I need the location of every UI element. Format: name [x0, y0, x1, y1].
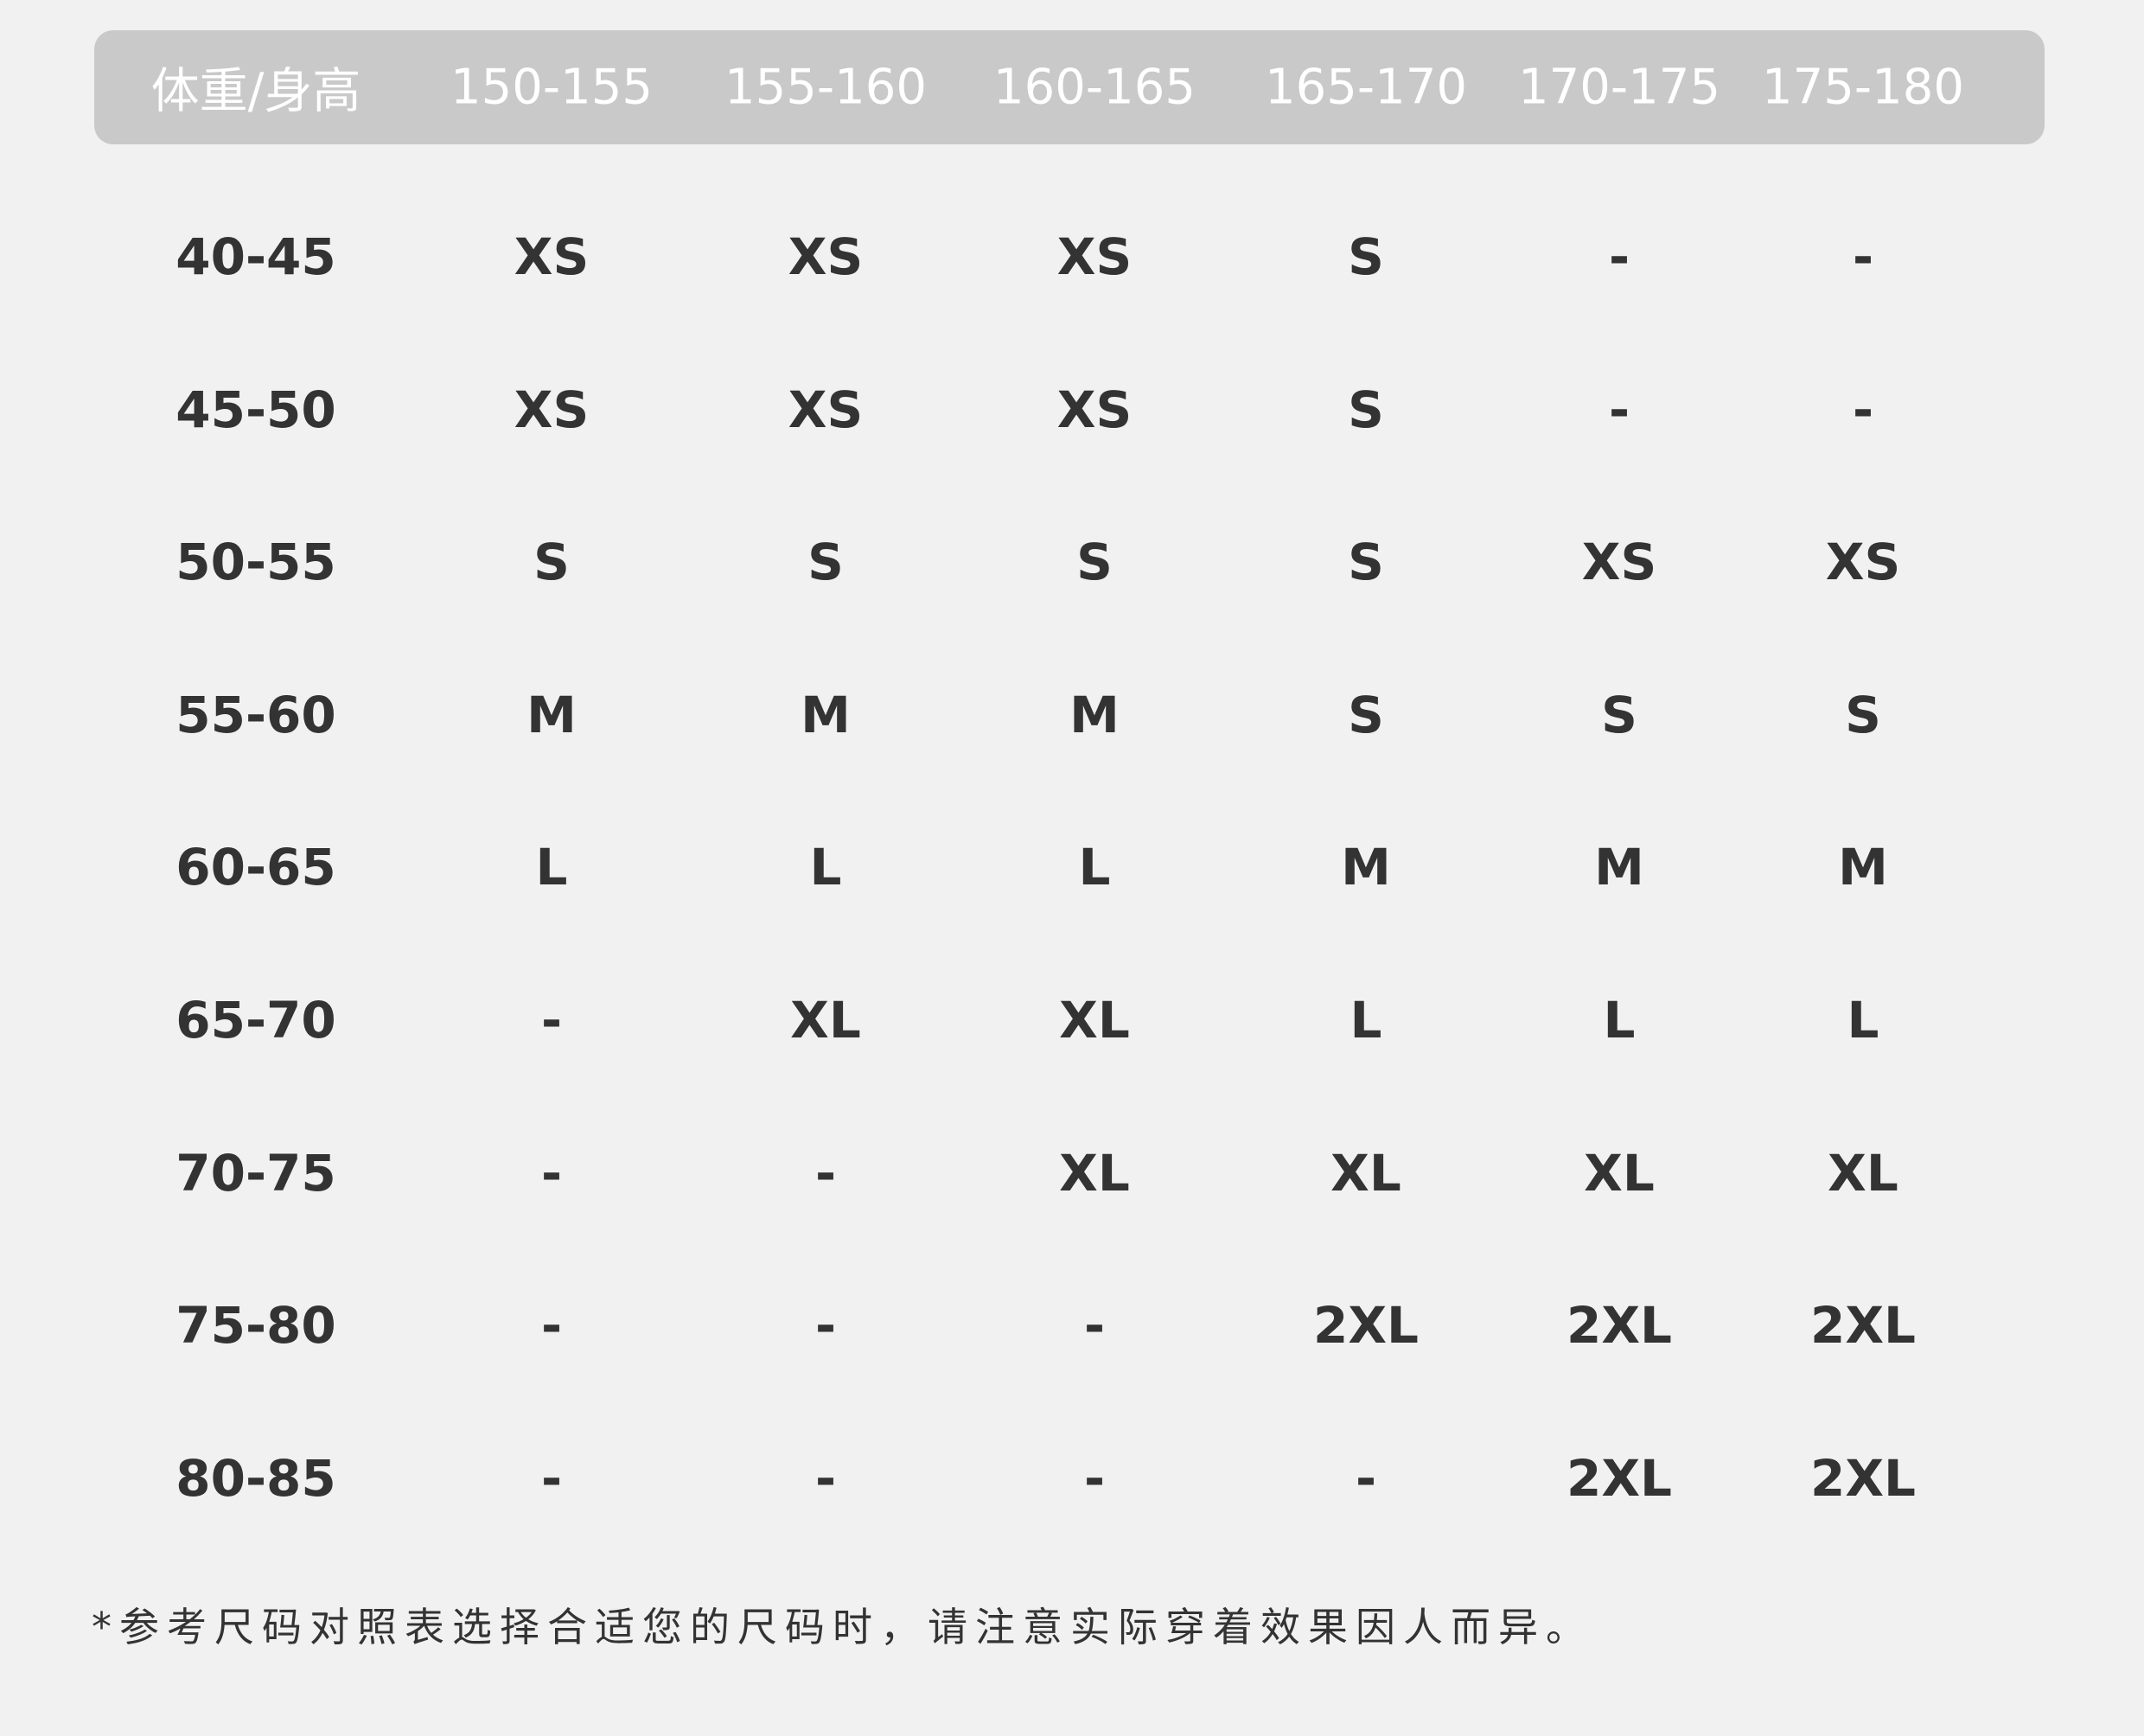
- header-height-175-180: 175-180: [1762, 59, 1964, 116]
- size-cell: -: [1608, 380, 1630, 439]
- size-cell: S: [1348, 533, 1384, 592]
- size-cell: XS: [1056, 380, 1133, 439]
- size-cell: L: [1603, 991, 1636, 1050]
- header-height-160-165: 160-165: [993, 59, 1196, 116]
- footnote: *参考尺码对照表选择合适您的尺码时，请注意实际穿着效果因人而异。: [92, 1604, 1593, 1650]
- size-cell: L: [1847, 991, 1879, 1050]
- size-cell: 2XL: [1566, 1448, 1673, 1508]
- size-cell: M: [1341, 838, 1391, 897]
- size-cell: XS: [514, 380, 590, 439]
- size-cell: S: [807, 533, 844, 592]
- row-weight-label: 55-60: [175, 685, 336, 744]
- size-cell: S: [1845, 685, 1881, 744]
- header-height-170-175: 170-175: [1518, 59, 1720, 116]
- header-corner-label: 体重/身高: [150, 63, 361, 120]
- row-weight-label: 45-50: [175, 380, 336, 439]
- size-cell: -: [540, 1448, 563, 1508]
- size-cell: -: [1083, 1296, 1106, 1356]
- size-cell: XL: [1584, 1143, 1655, 1203]
- row-weight-label: 80-85: [175, 1448, 336, 1508]
- size-cell: XL: [1330, 1143, 1401, 1203]
- size-cell: -: [814, 1143, 837, 1203]
- size-cell: S: [1601, 685, 1637, 744]
- size-cell: -: [1083, 1448, 1106, 1508]
- size-cell: 2XL: [1809, 1448, 1917, 1508]
- row-weight-label: 40-45: [175, 227, 336, 286]
- size-cell: 2XL: [1809, 1296, 1917, 1356]
- row-weight-label: 60-65: [175, 838, 336, 897]
- size-cell: S: [533, 533, 570, 592]
- size-cell: M: [526, 685, 577, 744]
- size-cell: 2XL: [1566, 1296, 1673, 1356]
- size-cell: S: [1348, 685, 1384, 744]
- size-cell: XS: [788, 380, 864, 439]
- size-cell: M: [1069, 685, 1120, 744]
- size-cell: -: [1852, 227, 1874, 286]
- size-cell: M: [1838, 838, 1888, 897]
- size-cell: L: [1078, 838, 1111, 897]
- size-cell: -: [1608, 227, 1630, 286]
- size-cell: XL: [790, 991, 861, 1050]
- size-cell: M: [801, 685, 851, 744]
- row-weight-label: 65-70: [175, 991, 336, 1050]
- size-cell: XL: [1059, 1143, 1130, 1203]
- row-weight-label: 70-75: [175, 1143, 336, 1203]
- size-cell: -: [1355, 1448, 1377, 1508]
- size-cell: S: [1076, 533, 1113, 592]
- size-cell: L: [535, 838, 568, 897]
- size-cell: M: [1594, 838, 1644, 897]
- header-height-150-155: 150-155: [450, 59, 653, 116]
- size-cell: XS: [514, 227, 590, 286]
- size-cell: L: [809, 838, 842, 897]
- header-height-155-160: 155-160: [724, 59, 927, 116]
- size-cell: -: [814, 1448, 837, 1508]
- size-cell: -: [540, 991, 563, 1050]
- size-cell: XL: [1059, 991, 1130, 1050]
- size-cell: L: [1350, 991, 1382, 1050]
- size-cell: -: [814, 1296, 837, 1356]
- size-cell: S: [1348, 380, 1384, 439]
- header-height-165-170: 165-170: [1265, 59, 1467, 116]
- size-cell: S: [1348, 227, 1384, 286]
- size-cell: -: [1852, 380, 1874, 439]
- size-cell: XS: [788, 227, 864, 286]
- table-header: [94, 30, 2045, 144]
- row-weight-label: 50-55: [175, 533, 336, 592]
- size-cell: 2XL: [1312, 1296, 1420, 1356]
- size-cell: XS: [1056, 227, 1133, 286]
- row-weight-label: 75-80: [175, 1296, 336, 1356]
- size-cell: XS: [1825, 533, 1901, 592]
- size-cell: -: [540, 1143, 563, 1203]
- size-cell: -: [540, 1296, 563, 1356]
- size-cell: XL: [1828, 1143, 1898, 1203]
- size-cell: XS: [1581, 533, 1657, 592]
